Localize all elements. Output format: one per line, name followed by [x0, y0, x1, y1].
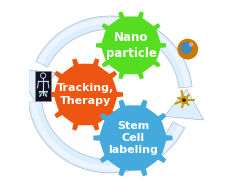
Circle shape — [182, 98, 186, 102]
Circle shape — [177, 39, 198, 60]
Text: Tracking,
Therapy: Tracking, Therapy — [57, 83, 114, 106]
Polygon shape — [36, 16, 192, 88]
Circle shape — [39, 94, 41, 96]
Polygon shape — [164, 89, 204, 120]
Text: Stem
Cell
labeling: Stem Cell labeling — [108, 121, 158, 155]
Polygon shape — [17, 69, 56, 100]
Circle shape — [45, 94, 47, 96]
FancyBboxPatch shape — [35, 71, 51, 101]
Circle shape — [46, 92, 47, 94]
Circle shape — [180, 96, 188, 104]
Polygon shape — [28, 101, 185, 173]
Circle shape — [189, 42, 193, 47]
Circle shape — [39, 92, 41, 94]
Circle shape — [180, 42, 192, 54]
Text: Nano
particle: Nano particle — [106, 31, 157, 60]
Polygon shape — [93, 100, 173, 176]
Polygon shape — [96, 11, 166, 79]
Polygon shape — [30, 102, 183, 171]
Polygon shape — [48, 58, 123, 131]
Polygon shape — [38, 18, 190, 87]
